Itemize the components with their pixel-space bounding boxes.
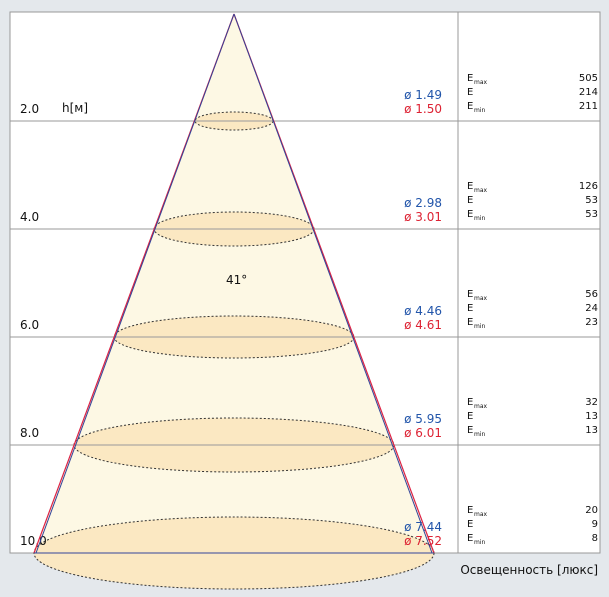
e-label: E	[467, 505, 473, 516]
e-value: 214	[579, 87, 598, 98]
e-sub: max	[474, 79, 488, 86]
e-value: 13	[585, 425, 598, 436]
e-value: 505	[579, 73, 598, 84]
height: 2.0	[20, 102, 39, 116]
e-label: E	[467, 195, 473, 206]
e-sub: min	[474, 107, 486, 114]
e-label: E	[467, 397, 473, 408]
diameter: ø 6.01	[404, 426, 442, 440]
e-sub: max	[474, 511, 488, 518]
height-label: h[м]	[62, 101, 88, 115]
diameter: ø 2.98	[404, 196, 442, 210]
diameter: ø 4.46	[404, 304, 442, 318]
e-value: 53	[585, 209, 598, 220]
e-label: E	[467, 425, 473, 436]
e-label: E	[467, 289, 473, 300]
e-sub: min	[474, 431, 486, 438]
e-value: 126	[579, 181, 598, 192]
cone	[34, 14, 434, 553]
e-value: 9	[592, 519, 598, 530]
e-sub: min	[474, 539, 486, 546]
e-label: E	[467, 101, 473, 112]
e-label: E	[467, 533, 473, 544]
e-value: 24	[585, 303, 598, 314]
e-label: E	[467, 73, 473, 84]
e-label: E	[467, 317, 473, 328]
height: 4.0	[20, 210, 39, 224]
e-label: E	[467, 209, 473, 220]
e-value: 56	[585, 289, 598, 300]
e-label: E	[467, 411, 473, 422]
diameter: ø 1.50	[404, 102, 442, 116]
e-sub: min	[474, 215, 486, 222]
e-label: E	[467, 181, 473, 192]
diameter: ø 5.95	[404, 412, 442, 426]
e-label: E	[467, 87, 473, 98]
e-sub: max	[474, 403, 488, 410]
cone-edge	[35, 13, 235, 554]
diameter: ø 1.49	[404, 88, 442, 102]
e-value: 8	[592, 533, 598, 544]
e-value: 32	[585, 397, 598, 408]
e-label: E	[467, 519, 473, 530]
cone-edge	[233, 13, 433, 554]
e-value: 211	[579, 101, 598, 112]
e-value: 53	[585, 195, 598, 206]
angle: 41°	[226, 273, 247, 287]
diameter: ø 7.52	[404, 534, 442, 548]
diameter: ø 7.44	[404, 520, 442, 534]
height: 8.0	[20, 426, 39, 440]
e-sub: min	[474, 323, 486, 330]
e-value: 23	[585, 317, 598, 328]
diameter: ø 4.61	[404, 318, 442, 332]
height: 6.0	[20, 318, 39, 332]
e-value: 13	[585, 411, 598, 422]
e-sub: max	[474, 187, 488, 194]
e-sub: max	[474, 295, 488, 302]
footer: Освещенность [люкс]	[460, 563, 598, 577]
diameter: ø 3.01	[404, 210, 442, 224]
e-value: 20	[585, 505, 598, 516]
e-label: E	[467, 303, 473, 314]
